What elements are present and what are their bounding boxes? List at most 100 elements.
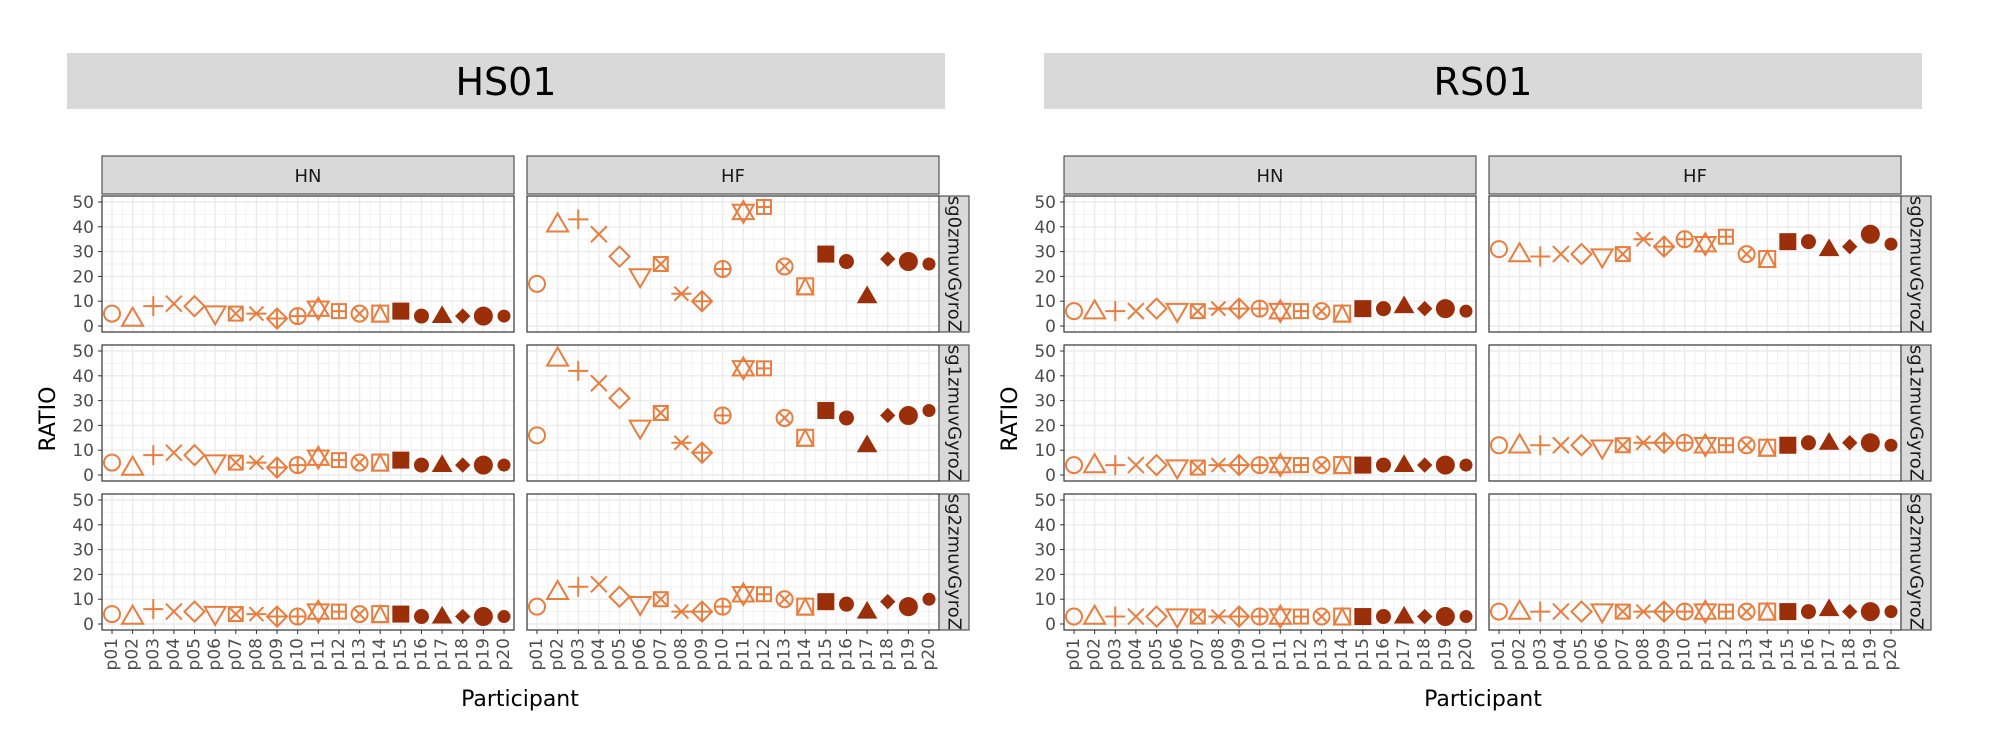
data-point-p10 bbox=[1250, 607, 1269, 626]
y-tick-label: 10 bbox=[1034, 441, 1056, 461]
y-tick-label: 0 bbox=[1045, 466, 1056, 486]
data-point-p10 bbox=[1675, 602, 1694, 621]
data-point-p13 bbox=[775, 408, 794, 427]
data-point-p02 bbox=[120, 305, 145, 327]
data-point-p08 bbox=[1633, 231, 1654, 247]
data-point-p10 bbox=[288, 307, 307, 326]
data-point-p04 bbox=[590, 225, 608, 243]
data-point-p09 bbox=[1652, 431, 1676, 455]
y-tick-label: 40 bbox=[72, 218, 94, 238]
x-tick-label: p03 bbox=[1105, 638, 1125, 670]
x-axis-label: Participant bbox=[461, 687, 579, 712]
data-point-p08 bbox=[246, 454, 267, 471]
data-point-p17 bbox=[856, 600, 878, 619]
x-tick-label: p01 bbox=[1064, 638, 1084, 670]
title-banner bbox=[67, 53, 945, 109]
data-point-p14 bbox=[370, 603, 390, 624]
data-point-p18 bbox=[455, 457, 471, 473]
x-tick-label: p12 bbox=[754, 638, 774, 670]
data-point-p04 bbox=[1127, 607, 1145, 626]
data-point-p19 bbox=[898, 597, 918, 617]
data-point-p20 bbox=[922, 257, 936, 271]
data-point-p19 bbox=[898, 405, 918, 425]
data-point-p10 bbox=[1250, 299, 1269, 318]
y-tick-label: 30 bbox=[1034, 392, 1056, 412]
data-point-p06 bbox=[1164, 459, 1190, 481]
data-point-p12 bbox=[755, 360, 772, 377]
data-point-p06 bbox=[627, 595, 653, 617]
panel-border bbox=[1063, 493, 1477, 631]
row-strip-sg2zmuvgyroz bbox=[1900, 493, 1932, 631]
data-point-p07 bbox=[1189, 608, 1206, 625]
x-tick-label: p16 bbox=[1798, 638, 1818, 670]
data-point-p07 bbox=[227, 606, 244, 623]
data-point-p01 bbox=[103, 304, 121, 323]
x-tick-label: p01 bbox=[1489, 638, 1509, 670]
data-point-p12 bbox=[1717, 437, 1734, 454]
data-point-p15 bbox=[1354, 456, 1372, 474]
x-tick-label: p13 bbox=[1737, 638, 1757, 670]
data-point-p07 bbox=[1614, 246, 1631, 263]
data-point-p01 bbox=[1065, 607, 1083, 626]
data-point-p16 bbox=[838, 596, 854, 612]
y-tick-label: 20 bbox=[72, 565, 94, 585]
x-tick-label: p05 bbox=[610, 638, 630, 670]
x-tick-label: p15 bbox=[391, 638, 411, 670]
y-tick-label: 30 bbox=[1034, 243, 1056, 263]
data-point-p20 bbox=[497, 610, 511, 624]
data-point-p07 bbox=[1614, 437, 1631, 454]
x-tick-label: p19 bbox=[1860, 638, 1880, 670]
data-point-p01 bbox=[1490, 240, 1508, 259]
data-point-p16 bbox=[1375, 609, 1391, 625]
data-point-p07 bbox=[652, 405, 669, 421]
data-point-p17 bbox=[1393, 605, 1415, 624]
data-point-p12 bbox=[755, 198, 772, 215]
data-point-p01 bbox=[103, 453, 121, 472]
x-tick-label: p04 bbox=[1126, 638, 1146, 670]
x-tick-label: p03 bbox=[143, 638, 163, 670]
data-point-p14 bbox=[795, 596, 815, 616]
x-tick-label: p01 bbox=[102, 638, 122, 670]
data-point-p04 bbox=[165, 294, 183, 313]
data-point-p04 bbox=[1127, 456, 1145, 474]
chart-title: RS01 bbox=[1434, 60, 1533, 104]
y-tick-label: 10 bbox=[72, 292, 94, 312]
title-banner bbox=[1044, 53, 1922, 109]
x-tick-label: p15 bbox=[1778, 638, 1798, 670]
x-tick-label: p20 bbox=[1456, 638, 1476, 670]
data-point-p19 bbox=[1860, 433, 1880, 453]
data-point-p15 bbox=[392, 302, 410, 320]
y-tick-label: 30 bbox=[72, 392, 94, 412]
data-point-p09 bbox=[1227, 453, 1251, 477]
data-point-p10 bbox=[713, 597, 732, 616]
x-tick-label: p07 bbox=[1188, 638, 1208, 670]
y-tick-label: 20 bbox=[1034, 267, 1056, 287]
data-point-p18 bbox=[1417, 608, 1433, 625]
y-tick-label: 0 bbox=[1045, 615, 1056, 635]
x-tick-label: p06 bbox=[205, 638, 225, 670]
data-point-p06 bbox=[1589, 439, 1615, 461]
x-tick-label: p20 bbox=[494, 638, 514, 670]
data-point-p01 bbox=[528, 274, 546, 293]
y-tick-label: 30 bbox=[72, 243, 94, 263]
data-point-p12 bbox=[330, 452, 347, 469]
data-point-p06 bbox=[627, 419, 653, 441]
data-point-p04 bbox=[165, 602, 183, 621]
data-point-p06 bbox=[202, 454, 228, 476]
column-strip-hf bbox=[1488, 155, 1902, 195]
data-point-p13 bbox=[350, 304, 369, 323]
x-tick-label: p15 bbox=[1353, 638, 1373, 670]
data-point-p18 bbox=[1842, 603, 1858, 620]
x-tick-label: p10 bbox=[288, 638, 308, 670]
data-point-p04 bbox=[590, 575, 608, 594]
panel-hs01-hf-sg1zmuvgyroz bbox=[526, 344, 940, 482]
y-tick-label: 50 bbox=[1034, 193, 1056, 213]
x-tick-label: p17 bbox=[432, 638, 452, 670]
data-point-p09 bbox=[690, 600, 714, 624]
data-point-p09 bbox=[1227, 297, 1251, 321]
data-point-p18 bbox=[1417, 457, 1433, 473]
data-point-p03 bbox=[568, 576, 589, 597]
x-tick-label: p11 bbox=[308, 638, 328, 670]
data-point-p17 bbox=[856, 434, 878, 453]
data-point-p12 bbox=[1717, 228, 1734, 245]
